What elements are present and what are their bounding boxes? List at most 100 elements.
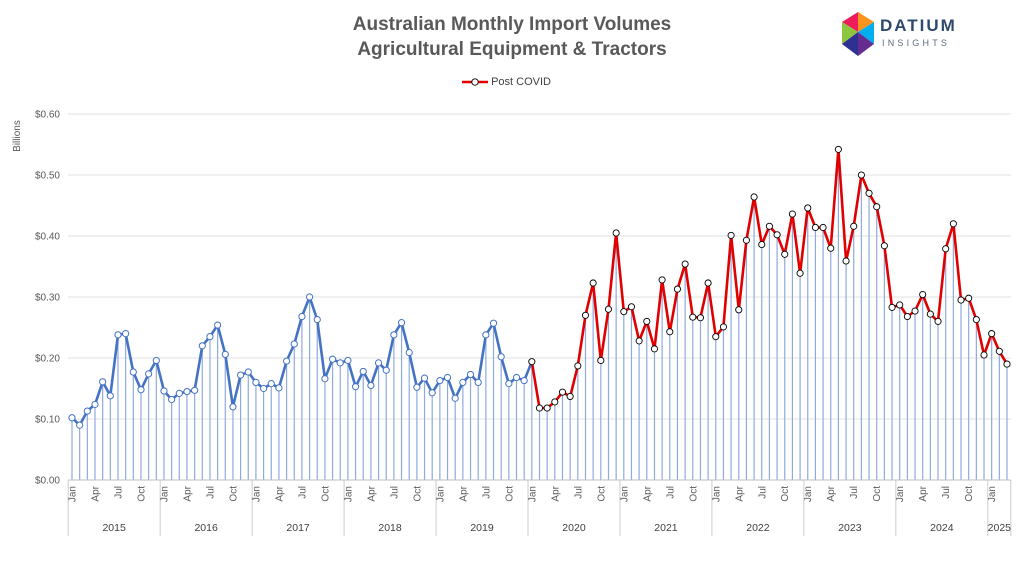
x-month-label: Jan	[711, 486, 722, 502]
x-month-label: Jul	[941, 486, 952, 499]
x-year-label: 2019	[470, 522, 494, 534]
x-month-label: Apr	[458, 485, 469, 501]
data-point-post-covid	[865, 189, 873, 197]
x-month-label: Oct	[596, 486, 607, 502]
data-point-post-covid	[727, 231, 735, 239]
data-point-pre-covid	[328, 355, 337, 363]
series-points	[68, 145, 1011, 429]
data-point-pre-covid	[68, 414, 76, 422]
data-point-post-covid	[781, 250, 789, 258]
x-month-label: Jul	[297, 486, 308, 499]
x-year-label: 2022	[746, 522, 770, 534]
x-month-label: Jan	[159, 486, 170, 502]
data-point-pre-covid	[505, 380, 513, 388]
x-month-label: Apr	[734, 485, 745, 501]
data-point-pre-covid	[428, 389, 436, 397]
data-point-post-covid	[888, 303, 896, 311]
data-point-pre-covid	[344, 356, 352, 365]
data-point-pre-covid	[191, 386, 199, 394]
x-month-label: Apr	[274, 485, 285, 501]
data-point-post-covid	[750, 193, 758, 201]
data-point-post-covid	[528, 358, 536, 366]
x-month-label: Oct	[964, 486, 975, 502]
data-point-pre-covid	[168, 395, 176, 404]
x-month-label: Oct	[320, 486, 331, 502]
x-month-label: Jan	[895, 486, 906, 502]
data-point-pre-covid	[520, 376, 528, 385]
x-month-label: Oct	[136, 486, 147, 502]
legend-swatch-post-covid	[462, 77, 488, 87]
data-point-post-covid	[696, 314, 704, 322]
data-point-pre-covid	[413, 383, 421, 391]
data-point-pre-covid	[137, 386, 145, 394]
data-point-pre-covid	[122, 330, 130, 338]
data-point-post-covid	[972, 316, 980, 324]
x-month-label: Oct	[504, 486, 515, 502]
data-point-post-covid	[658, 276, 666, 284]
data-point-post-covid	[650, 345, 659, 353]
x-year-label: 2023	[838, 522, 862, 534]
data-point-post-covid	[581, 311, 590, 319]
data-point-pre-covid	[466, 370, 475, 379]
data-point-pre-covid	[489, 319, 498, 327]
data-point-post-covid	[574, 362, 582, 370]
data-point-post-covid	[911, 307, 919, 315]
x-year-label: 2025	[988, 522, 1012, 534]
y-axis-label: Billions	[12, 120, 23, 152]
x-month-label: Oct	[228, 486, 239, 502]
data-point-pre-covid	[443, 373, 452, 382]
data-point-pre-covid	[267, 380, 275, 388]
data-point-post-covid	[689, 313, 697, 321]
chart-title: Australian Monthly Import Volumes Agricu…	[0, 12, 1024, 62]
data-point-pre-covid	[252, 378, 260, 386]
data-point-post-covid	[704, 279, 712, 287]
data-point-post-covid	[957, 296, 965, 304]
data-point-post-covid	[811, 223, 819, 232]
axes: $0.00 $0.10 $0.20 $0.30 $0.40 $0.50 $0.60 Jan Ap…	[35, 110, 1012, 536]
data-point-pre-covid	[321, 375, 329, 383]
chart-title-line-2: Agricultural Equipment & Tractors	[357, 39, 667, 60]
data-point-pre-covid	[512, 373, 521, 382]
data-point-post-covid	[796, 269, 804, 277]
data-point-pre-covid	[351, 383, 360, 391]
x-month-label: Oct	[780, 486, 791, 502]
x-month-label: Jan	[251, 486, 262, 502]
data-point-post-covid	[850, 222, 858, 230]
data-point-pre-covid	[76, 421, 84, 429]
data-point-post-covid	[919, 291, 927, 299]
data-point-pre-covid	[221, 350, 229, 358]
data-point-post-covid	[788, 210, 796, 218]
data-point-pre-covid	[451, 394, 459, 402]
data-point-post-covid	[742, 236, 750, 244]
x-month-label: Apr	[90, 485, 101, 501]
data-point-post-covid	[604, 305, 613, 313]
data-point-pre-covid	[390, 331, 398, 339]
data-point-pre-covid	[152, 356, 160, 365]
monthly-bars	[71, 149, 1008, 480]
data-point-post-covid	[735, 306, 743, 314]
data-point-post-covid	[673, 285, 682, 293]
data-point-post-covid	[643, 317, 651, 325]
data-point-pre-covid	[374, 359, 383, 367]
x-month-label: Jan	[68, 486, 79, 502]
datium-logo-icon	[842, 12, 874, 56]
data-point-post-covid	[558, 388, 567, 396]
data-point-pre-covid	[459, 378, 467, 386]
data-point-pre-covid	[290, 340, 298, 348]
y-tick-label: $0.00	[35, 476, 60, 487]
data-point-post-covid	[842, 257, 850, 265]
data-point-post-covid	[712, 333, 720, 341]
data-point-post-covid	[566, 392, 574, 400]
data-point-pre-covid	[305, 293, 314, 301]
data-point-pre-covid	[99, 378, 107, 386]
y-tick-label: $0.30	[35, 293, 60, 304]
data-point-pre-covid	[160, 387, 168, 395]
data-point-post-covid	[535, 404, 544, 412]
data-point-pre-covid	[237, 371, 245, 379]
x-year-label: 2018	[378, 522, 402, 534]
data-point-pre-covid	[83, 407, 91, 415]
data-point-pre-covid	[129, 368, 137, 376]
x-month-label: Apr	[826, 485, 837, 501]
x-month-label: Apr	[642, 485, 653, 501]
